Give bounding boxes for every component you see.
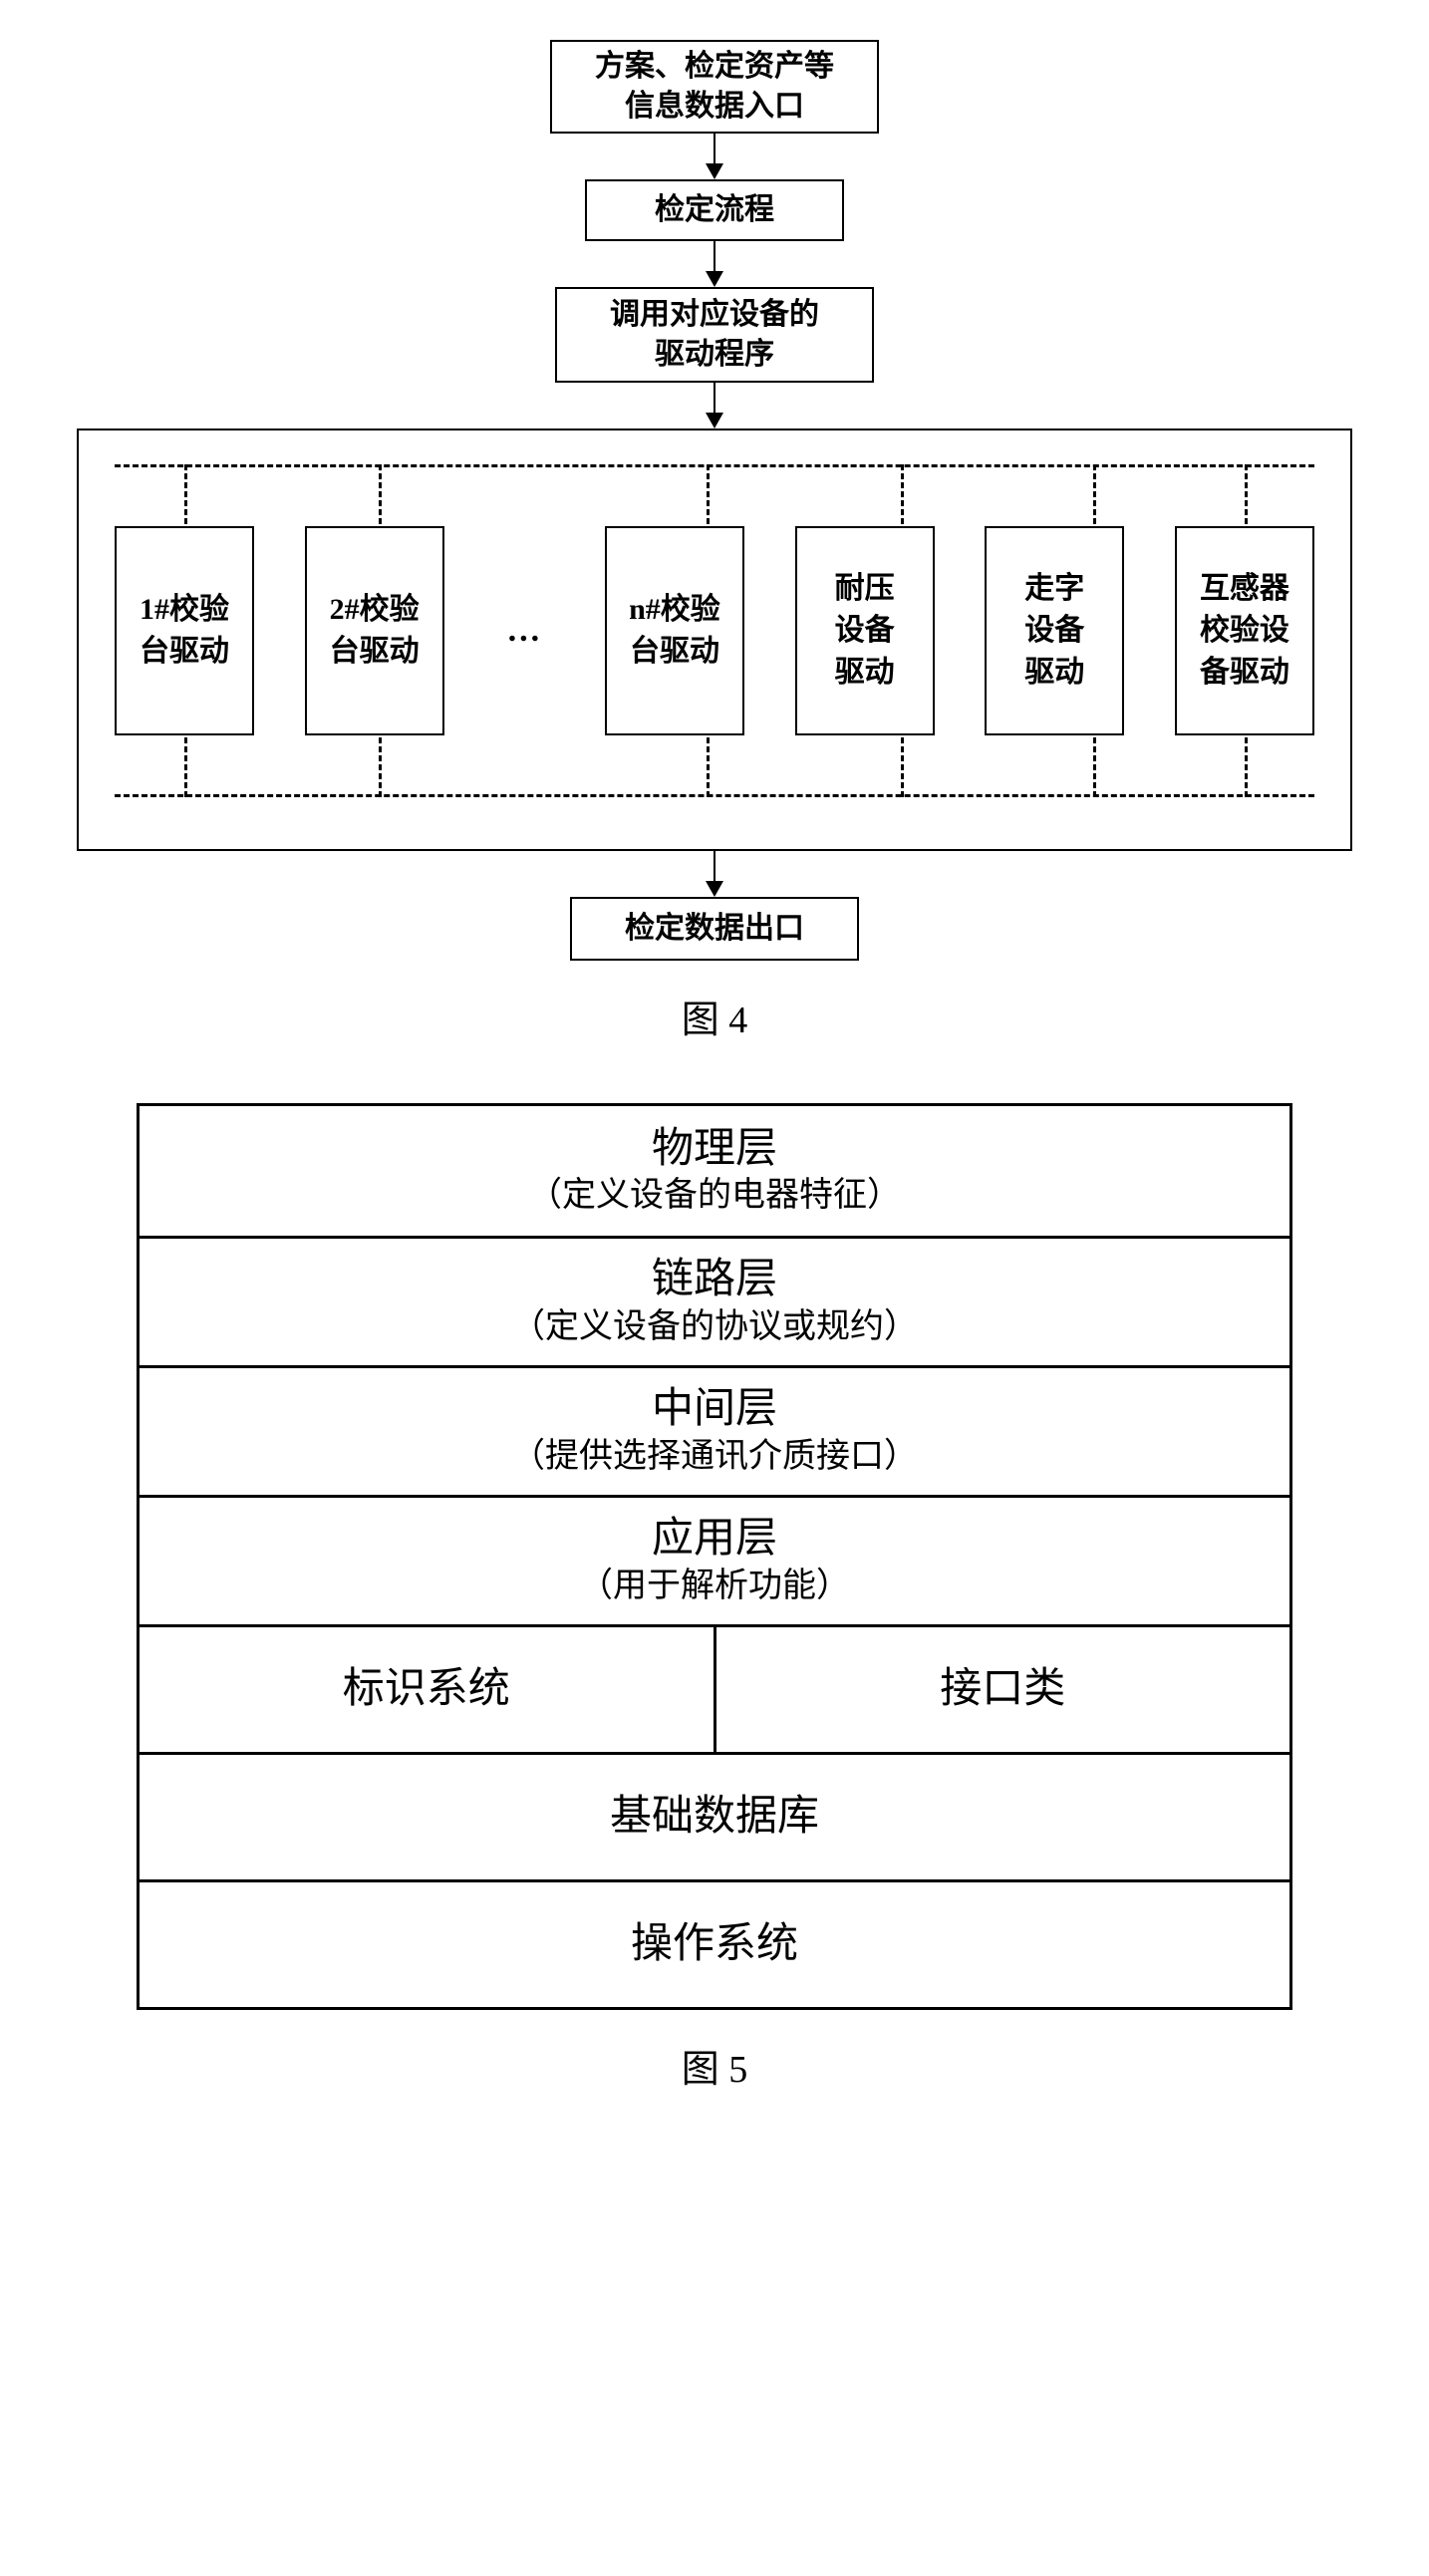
dash-stub-bottom: [379, 737, 382, 797]
arrow-head-icon: [706, 163, 723, 179]
fc-box-exit-text: 检定数据出口: [625, 909, 804, 950]
layer-row: 操作系统: [140, 1879, 1289, 2007]
driver-ellipsis: …: [494, 612, 554, 650]
layer-row: 应用层（用于解析功能）: [140, 1495, 1289, 1624]
arrow-1: [706, 134, 723, 179]
layer-table: 物理层（定义设备的电器特征）链路层（定义设备的协议或规约）中间层（提供选择通讯介…: [137, 1103, 1292, 2010]
layer-title: 链路层: [652, 1255, 777, 1304]
driver-box-label: 耐压设备驱动: [835, 568, 895, 694]
driver-box-label: n#校验台驱动: [629, 589, 720, 673]
page: 方案、检定资产等 信息数据入口 检定流程 调用对应设备的 驱动程序: [40, 40, 1389, 2093]
driver-box: 2#校验台驱动: [305, 526, 444, 735]
arrow-2: [706, 241, 723, 287]
dash-stub-bottom: [1245, 737, 1248, 797]
arrow-shaft: [714, 241, 715, 271]
arrow-4: [706, 851, 723, 897]
dash-stub-bottom: [184, 737, 187, 797]
fc-box-exit: 检定数据出口: [570, 897, 859, 961]
dash-stub-bottom: [707, 737, 710, 797]
fc-box-process: 检定流程: [585, 179, 844, 241]
layer-subtitle: （定义设备的电器特征）: [528, 1174, 901, 1218]
driver-box: 互感器校验设备驱动: [1175, 526, 1314, 735]
dash-stub-top: [1245, 464, 1248, 524]
fc-box-process-text: 检定流程: [655, 190, 774, 231]
driver-box: 耐压设备驱动: [795, 526, 935, 735]
drivers-container: 1#校验台驱动 2#校验台驱动 … n#校验台驱动 耐压设备驱动 走字设备驱动 互感器校验设…: [77, 429, 1352, 851]
driver-box-label: 走字设备驱动: [1024, 568, 1084, 694]
figure-5-layer-table: 物理层（定义设备的电器特征）链路层（定义设备的协议或规约）中间层（提供选择通讯介…: [137, 1103, 1292, 2093]
arrow-head-icon: [706, 881, 723, 897]
layer-row: 中间层（提供选择通讯介质接口）: [140, 1365, 1289, 1495]
layer-cell-left: 标识系统: [140, 1627, 714, 1752]
arrow-3: [706, 383, 723, 429]
layer-title: 物理层: [652, 1124, 777, 1174]
dash-stub-top: [1093, 464, 1096, 524]
layer-row: 标识系统 接口类: [140, 1624, 1289, 1752]
fc-box-entry-line1: 方案、检定资产等: [595, 47, 834, 88]
arrow-head-icon: [706, 271, 723, 287]
dash-stub-top: [184, 464, 187, 524]
fc-box-driver-call-line1: 调用对应设备的: [610, 295, 819, 336]
layer-subtitle: （用于解析功能）: [579, 1565, 850, 1608]
arrow-shaft: [714, 851, 715, 881]
dash-stub-bottom: [901, 737, 904, 797]
figure-4-caption: 图 4: [682, 989, 748, 1043]
layer-title: 应用层: [652, 1514, 777, 1564]
layer-row: 基础数据库: [140, 1752, 1289, 1879]
dash-stub-top: [901, 464, 904, 524]
layer-subtitle: （提供选择通讯介质接口）: [511, 1435, 918, 1479]
drivers-dashed-frame: 1#校验台驱动 2#校验台驱动 … n#校验台驱动 耐压设备驱动 走字设备驱动 互感器校验设…: [115, 464, 1314, 797]
dash-stub-top: [707, 464, 710, 524]
layer-cell-right: 接口类: [714, 1627, 1290, 1752]
driver-row: 1#校验台驱动 2#校验台驱动 … n#校验台驱动 耐压设备驱动 走字设备驱动 互感器校验设…: [115, 464, 1314, 797]
fc-box-driver-call-line2: 驱动程序: [655, 335, 774, 376]
arrow-shaft: [714, 383, 715, 413]
layer-row: 物理层（定义设备的电器特征）: [140, 1106, 1289, 1236]
figure-4-flowchart: 方案、检定资产等 信息数据入口 检定流程 调用对应设备的 驱动程序: [40, 40, 1389, 1103]
layer-subtitle: （定义设备的协议或规约）: [511, 1305, 918, 1349]
driver-box-label: 2#校验台驱动: [330, 589, 420, 673]
driver-box: 1#校验台驱动: [115, 526, 254, 735]
layer-row: 链路层（定义设备的协议或规约）: [140, 1236, 1289, 1365]
dash-stub-top: [379, 464, 382, 524]
layer-cell: 链路层（定义设备的协议或规约）: [140, 1239, 1289, 1365]
fc-box-driver-call: 调用对应设备的 驱动程序: [555, 287, 874, 383]
layer-cell: 中间层（提供选择通讯介质接口）: [140, 1368, 1289, 1495]
layer-title: 基础数据库: [610, 1792, 819, 1842]
layer-title: 中间层: [652, 1384, 777, 1434]
driver-box: 走字设备驱动: [985, 526, 1124, 735]
layer-title: 标识系统: [343, 1664, 510, 1714]
layer-cell: 基础数据库: [140, 1755, 1289, 1879]
figure-5-caption: 图 5: [137, 2038, 1292, 2093]
driver-box: n#校验台驱动: [605, 526, 744, 735]
layer-title: 操作系统: [631, 1919, 798, 1969]
arrow-shaft: [714, 134, 715, 163]
dash-stub-bottom: [1093, 737, 1096, 797]
driver-box-label: 互感器校验设备驱动: [1200, 568, 1289, 694]
fc-box-entry-line2: 信息数据入口: [625, 87, 804, 128]
fc-box-entry: 方案、检定资产等 信息数据入口: [550, 40, 879, 134]
layer-cell: 操作系统: [140, 1882, 1289, 2007]
arrow-head-icon: [706, 413, 723, 429]
layer-cell: 物理层（定义设备的电器特征）: [140, 1106, 1289, 1236]
driver-box-label: 1#校验台驱动: [140, 589, 229, 673]
layer-title: 接口类: [940, 1664, 1065, 1714]
layer-cell: 应用层（用于解析功能）: [140, 1498, 1289, 1624]
